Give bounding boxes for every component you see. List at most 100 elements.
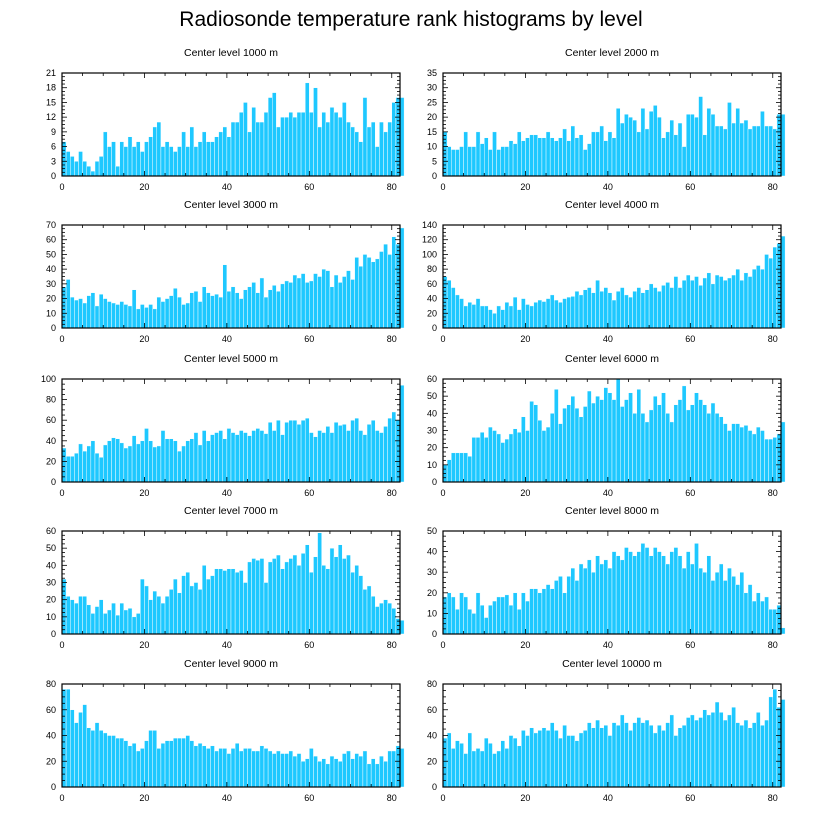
bar — [587, 143, 592, 177]
bar — [545, 584, 551, 635]
bar — [747, 584, 753, 635]
bar — [140, 440, 145, 483]
bar — [284, 280, 289, 329]
bar — [570, 296, 576, 329]
bar — [558, 737, 563, 788]
bar — [255, 292, 261, 329]
bar — [251, 750, 256, 788]
bar — [214, 432, 219, 483]
bar — [379, 602, 384, 635]
bar — [500, 596, 506, 635]
bar — [193, 146, 199, 177]
bar — [160, 301, 166, 329]
y-tick-label: 10 — [46, 308, 56, 318]
bar — [86, 604, 92, 635]
bar — [768, 125, 773, 177]
bar — [537, 730, 543, 788]
bar — [214, 750, 219, 788]
bar — [292, 554, 298, 635]
bar — [525, 600, 530, 635]
bar — [714, 274, 720, 329]
bar — [673, 735, 679, 788]
bar — [702, 134, 708, 177]
y-tick-label: 18 — [46, 83, 56, 93]
bar — [173, 440, 178, 483]
bar — [451, 748, 456, 788]
bar — [471, 750, 477, 788]
bar — [475, 592, 481, 635]
y-tick-label: 10 — [427, 608, 437, 618]
bar — [123, 609, 129, 635]
bar — [119, 141, 125, 177]
bar — [210, 141, 215, 177]
bar — [399, 748, 405, 788]
bar — [251, 558, 256, 635]
bar — [521, 298, 526, 329]
bar — [107, 609, 112, 635]
bar — [383, 243, 388, 329]
y-tick-label: 20 — [46, 456, 56, 466]
bar — [280, 283, 285, 329]
bar — [582, 730, 588, 788]
bar — [582, 406, 588, 483]
bar — [243, 289, 248, 329]
bar — [500, 309, 506, 329]
bar — [131, 435, 137, 483]
bar — [391, 750, 397, 788]
bar — [135, 308, 141, 329]
bar — [189, 438, 195, 483]
bar — [595, 395, 600, 483]
bar — [164, 740, 170, 788]
bar — [222, 438, 228, 483]
bar — [488, 309, 493, 329]
bar — [342, 753, 347, 788]
bar — [197, 589, 203, 635]
bar — [483, 437, 489, 483]
bar — [492, 131, 497, 177]
bar — [566, 404, 572, 483]
bar — [747, 430, 753, 483]
bar — [214, 293, 219, 329]
bar — [624, 294, 629, 329]
bar — [337, 116, 343, 177]
bar — [173, 578, 178, 635]
x-tick-label: 80 — [387, 182, 397, 192]
bar — [599, 125, 604, 177]
bar — [383, 761, 388, 788]
x-tick-label: 80 — [387, 793, 397, 803]
bar — [459, 592, 464, 635]
bar — [582, 289, 588, 329]
bar — [362, 254, 368, 329]
bar — [82, 161, 87, 177]
bar — [685, 551, 691, 635]
bar — [226, 136, 232, 177]
y-tick-label: 60 — [427, 705, 437, 715]
bar — [189, 126, 195, 177]
bar — [611, 137, 617, 177]
bar-group — [442, 96, 786, 177]
bar — [86, 295, 92, 329]
bar — [578, 416, 584, 483]
bar — [193, 290, 199, 329]
y-tick-label: 5 — [432, 156, 437, 166]
bar — [611, 722, 617, 788]
panel-title: Center level 5000 m — [184, 353, 278, 365]
y-tick-label: 0 — [51, 171, 56, 181]
bar — [636, 131, 642, 177]
bar — [615, 290, 621, 329]
bar — [354, 417, 360, 483]
bar — [74, 602, 79, 635]
bar — [533, 732, 539, 788]
bar — [467, 146, 473, 177]
bar — [636, 717, 642, 788]
bar — [362, 750, 368, 788]
y-tick-label: 10 — [427, 142, 437, 152]
bar — [144, 428, 149, 483]
bar — [562, 128, 567, 177]
y-tick-label: 70 — [46, 220, 56, 230]
histogram-panel-5: Center level 5000 m 0 20 40 60 80 0 20 40 60 80 100 — [41, 353, 405, 498]
bar-group — [442, 688, 786, 788]
bar — [504, 438, 510, 483]
bar — [628, 730, 633, 788]
bar — [764, 719, 769, 788]
